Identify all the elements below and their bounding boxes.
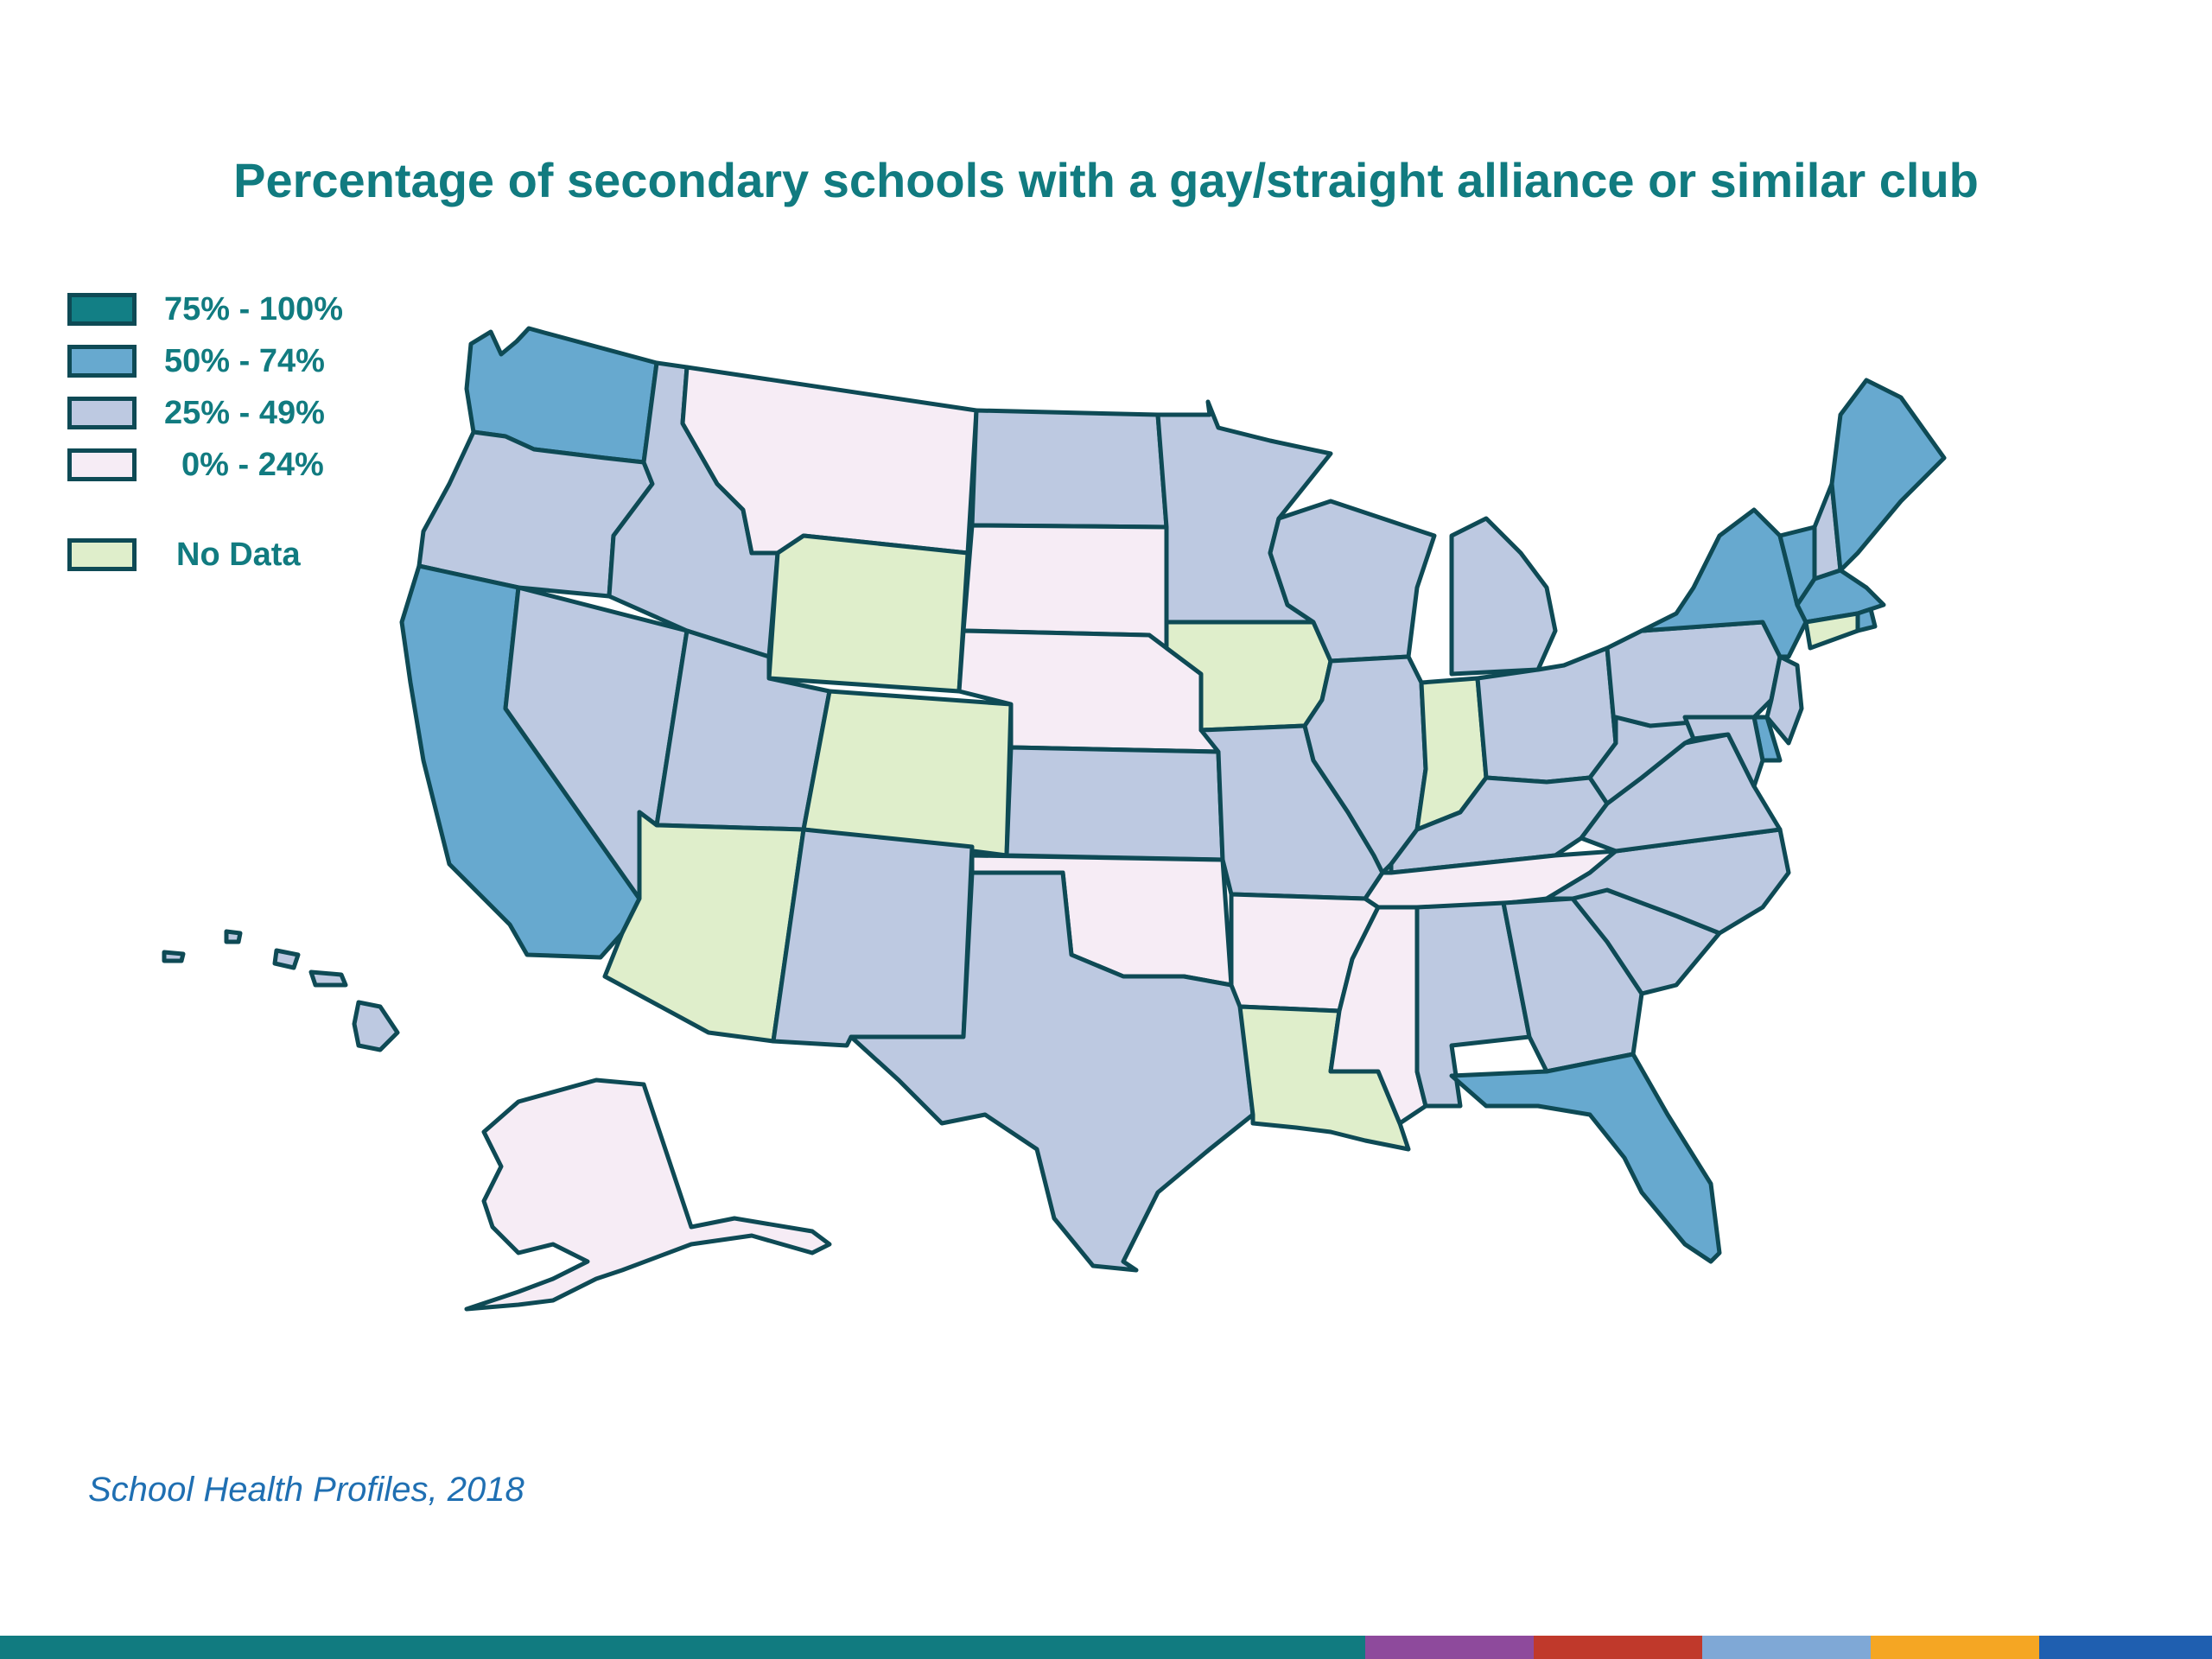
state-MD bbox=[1682, 715, 1765, 789]
footer-segment bbox=[1365, 1636, 1534, 1659]
footer-segment bbox=[1534, 1636, 1702, 1659]
state-RI bbox=[1855, 607, 1878, 633]
legend-label: 50% - 74% bbox=[164, 342, 325, 379]
map-title: Percentage of secondary schools with a g… bbox=[233, 153, 1979, 207]
state-ND bbox=[969, 408, 1169, 530]
state-MI bbox=[1449, 516, 1558, 677]
state-TX bbox=[849, 870, 1255, 1273]
legend-item-25-49: 25% - 49% bbox=[67, 394, 325, 432]
legend-swatch bbox=[67, 345, 137, 378]
state-NM bbox=[771, 827, 975, 1048]
legend-item-0-24: 0% - 24% bbox=[67, 446, 324, 484]
state-MS bbox=[1328, 905, 1428, 1126]
state-FL bbox=[1449, 1052, 1722, 1264]
state-AK bbox=[464, 1077, 832, 1312]
state-ME bbox=[1829, 378, 1947, 573]
state-HI-2 bbox=[308, 969, 348, 988]
legend-swatch bbox=[67, 538, 137, 571]
state-WY bbox=[766, 533, 970, 694]
state-HI-5 bbox=[162, 950, 186, 963]
legend-swatch bbox=[67, 293, 137, 326]
state-NJ bbox=[1764, 654, 1804, 746]
state-NC bbox=[1544, 827, 1791, 936]
footer-segment bbox=[1702, 1636, 1871, 1659]
state-CT bbox=[1803, 611, 1860, 651]
state-HI bbox=[352, 1000, 400, 1052]
legend-item-75-100: 75% - 100% bbox=[67, 290, 343, 328]
legend-label: No Data bbox=[176, 536, 301, 573]
legend-swatch bbox=[67, 448, 137, 481]
footer-segment bbox=[2039, 1636, 2212, 1659]
legend-swatch bbox=[67, 397, 137, 429]
footer-segment bbox=[1871, 1636, 2039, 1659]
legend-item-no-data: No Data bbox=[67, 536, 301, 574]
legend-item-50-74: 50% - 74% bbox=[67, 342, 325, 380]
state-KS bbox=[1004, 745, 1225, 862]
footer-segment bbox=[0, 1636, 1365, 1659]
footer-bar bbox=[0, 1636, 2212, 1659]
legend-label: 0% - 24% bbox=[181, 446, 324, 483]
source-note: School Health Profiles, 2018 bbox=[88, 1471, 524, 1509]
state-HI-3 bbox=[272, 948, 301, 970]
legend-label: 75% - 100% bbox=[164, 290, 344, 327]
legend-label: 25% - 49% bbox=[164, 394, 325, 431]
state-HI-4 bbox=[224, 929, 243, 944]
